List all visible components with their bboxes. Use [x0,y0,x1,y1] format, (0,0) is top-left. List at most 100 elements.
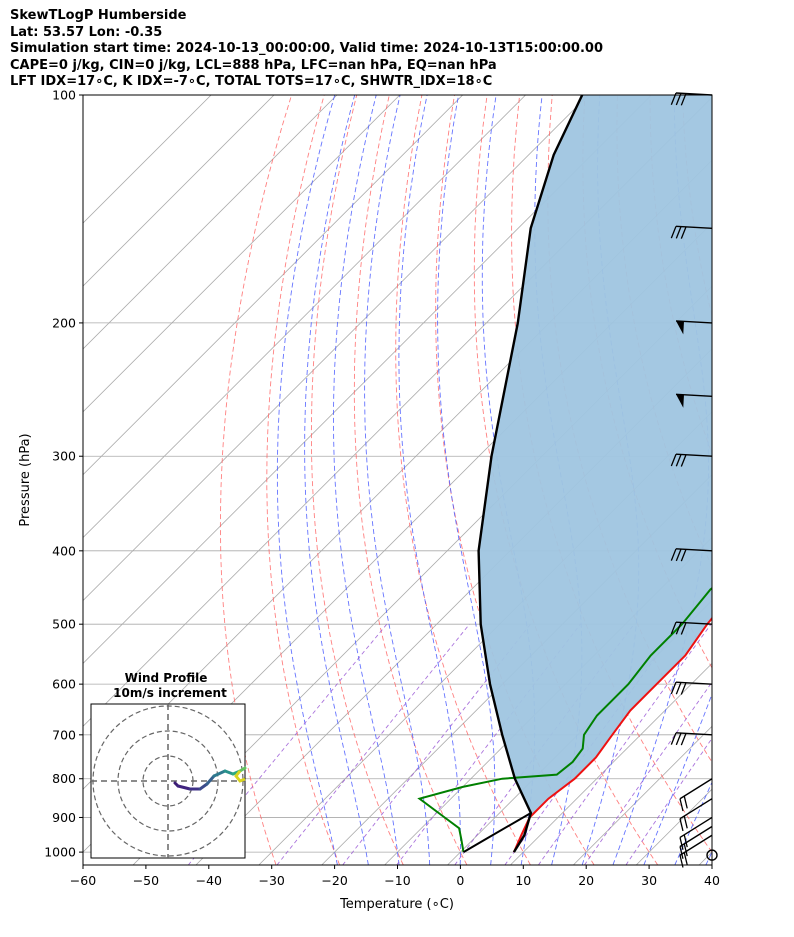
dry-adiabat [715,95,794,865]
x-tick-label: −40 [196,873,222,888]
wind-barb [679,825,713,859]
cin-area [478,95,712,853]
isotherm [83,95,463,476]
parcel-lift-line [462,812,532,853]
y-tick-label: 400 [52,543,76,558]
barb-feather [683,834,688,848]
moist-adiabat [437,95,496,865]
hodograph-segment [212,769,227,778]
barb-feather [680,622,687,635]
hodograph-segment [234,770,246,783]
hodograph-segment [176,784,192,791]
x-tick-label: −60 [70,873,96,888]
moist-adiabat [276,95,338,865]
moist-adiabat [481,95,536,865]
moist-adiabat [643,692,712,865]
wind-barb [679,798,713,832]
dry-adiabat [780,95,794,865]
moist-adiabat [304,95,369,865]
wind-barb [670,732,713,746]
x-axis-label: Temperature (∘C) [339,897,454,912]
x-tick-label: 20 [578,873,594,888]
barb-staff [675,681,713,685]
moist-adiabat [364,95,431,865]
barb-feather [683,852,688,866]
wind-barb [675,320,713,335]
x-tick-label: 40 [704,873,720,888]
barb-staff [679,798,713,820]
isotherm [83,95,589,602]
y-tick-label: 1000 [44,845,76,860]
barb-feather [670,621,677,635]
barb-staff [679,834,713,856]
y-axis-label: Pressure (hPa) [18,433,33,526]
mixing-ratio-line [538,623,712,865]
chart-header: SkewTLogP Humberside Lat: 53.57 Lon: -0.… [10,8,603,91]
barb-staff [679,778,713,800]
y-tick-label: 300 [52,449,76,464]
stability-indices-1: CAPE=0 j/kg, CIN=0 j/kg, LCL=888 hPa, LF… [10,57,497,73]
barb-feather [675,732,682,746]
barb-feather [683,815,688,829]
barb-feather [670,226,677,239]
y-tick-label: 500 [52,617,76,632]
barb-staff [675,225,713,230]
y-tick-label: 800 [52,771,76,786]
moist-adiabat [674,781,712,865]
dry-adiabat [219,95,293,865]
inset-subtitle: 10m/s increment [113,686,227,700]
profile-lines [417,95,712,853]
barb-staff [675,732,713,736]
wind-profile-inset: Wind Profile 10m/s increment [90,671,247,859]
chart-title: SkewTLogP Humberside [10,8,187,23]
moist-adiabat [398,95,461,865]
y-tick-label: 600 [52,677,76,692]
barb-feather [675,622,682,635]
x-tick-label: −50 [133,873,159,888]
station-coordinates: Lat: 53.57 Lon: -0.35 [10,24,163,40]
isotherm [573,725,712,865]
moist-adiabat [705,851,712,865]
cin-shading [478,95,712,853]
hodograph-segment [205,774,216,786]
y-tick-label: 100 [52,88,76,103]
isotherm [510,662,712,865]
dry-adiabat [353,95,468,865]
hodograph-segment [238,766,247,773]
wind-barb [670,453,713,467]
wind-barb [679,778,713,812]
dry-adiabat [310,95,404,865]
barb-feather [680,733,687,746]
inset-title: Wind Profile [125,671,208,685]
barb-feather [680,682,687,695]
barb-staff [675,621,713,625]
wind-barb [670,548,713,562]
dewpoint-line [417,587,712,853]
isotherm [83,95,401,413]
barb-feather [683,795,688,809]
barb-feather [680,226,687,239]
barb-feather [675,454,682,467]
x-tick-label: −10 [384,873,410,888]
wind-barb [670,225,713,239]
chart-axes: −60 −50 −40 −30 −20 −10 0 10 20 30 40 100 200 300 400 5… [44,88,720,889]
y-tick-label: 900 [52,810,76,825]
x-tick-label: −20 [321,873,347,888]
barb-feather [679,798,684,812]
barb-feather [679,846,684,859]
temperature-line [512,616,712,853]
wind-barb [679,816,713,850]
y-tick-label: 700 [52,727,76,742]
barb-feather [670,548,677,561]
barb-feather [675,682,682,695]
wind-barb [670,681,713,695]
wind-barb [675,393,713,408]
barb-feather [680,93,687,106]
y-tick-label: 200 [52,315,76,330]
barb-feather [680,454,687,467]
mixing-ratio-line [276,623,470,865]
barb-feather [679,837,684,850]
isotherm [762,95,794,865]
barb-feather [675,226,682,239]
wind-barbs [670,92,718,868]
